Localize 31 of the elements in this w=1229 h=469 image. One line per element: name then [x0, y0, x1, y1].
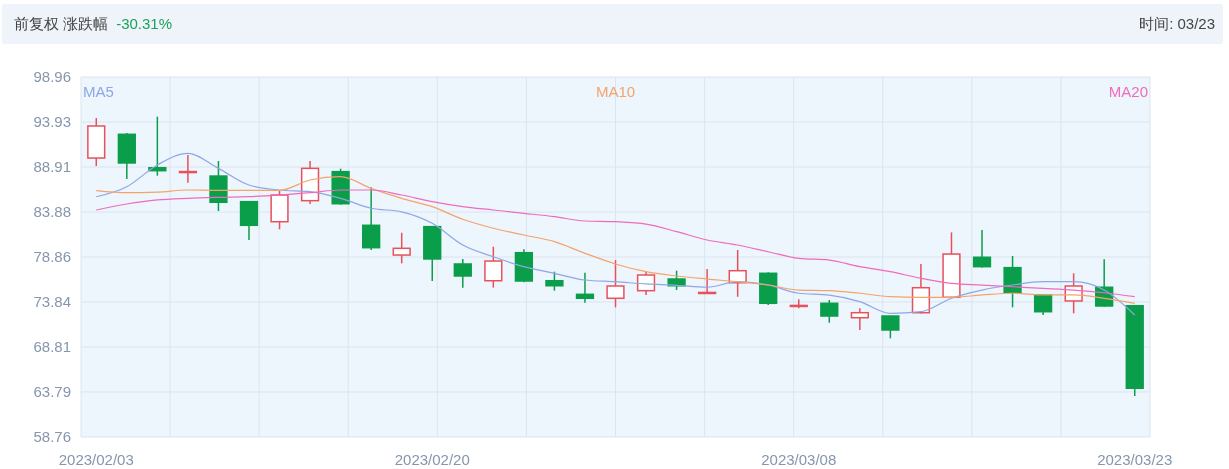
candlestick [881, 315, 900, 340]
y-tick-label: 58.76 [33, 428, 71, 446]
candlestick [575, 271, 595, 304]
y-tick-label: 88.91 [33, 158, 71, 176]
candlestick [453, 258, 472, 289]
candlestick [362, 186, 381, 251]
x-tick-label: 2023/02/03 [58, 451, 134, 468]
text: 时间: 03/23 [1139, 15, 1215, 32]
text: MA10 [595, 83, 636, 100]
chart-subtitle: -30.31% [116, 15, 173, 32]
x-tick-label: 2023/02/20 [394, 451, 470, 468]
text: MA20 [1108, 83, 1148, 100]
y-tick-label: 78.86 [33, 248, 71, 266]
x-tick-label: 2023/03/08 [761, 451, 837, 468]
y-tick-label: 93.93 [33, 113, 71, 131]
y-tick-label: 73.84 [33, 293, 71, 311]
candlestick [239, 200, 259, 241]
candlestick [484, 245, 503, 289]
candlestick [820, 299, 839, 324]
y-tick-label: 63.79 [33, 383, 71, 401]
candlestick [972, 229, 992, 269]
x-tick-label: 2023/03/23 [1097, 451, 1173, 468]
candlestick [850, 307, 869, 331]
y-tick-label: 68.81 [33, 338, 71, 356]
y-tick-label: 83.88 [33, 203, 71, 221]
y-tick-label: 98.96 [33, 68, 71, 86]
candlestick [392, 231, 411, 265]
text: MA5 [83, 83, 114, 100]
candlestick [606, 259, 625, 309]
chart-title: 前复权 涨跌幅 [14, 15, 109, 32]
candlestick [545, 270, 564, 292]
